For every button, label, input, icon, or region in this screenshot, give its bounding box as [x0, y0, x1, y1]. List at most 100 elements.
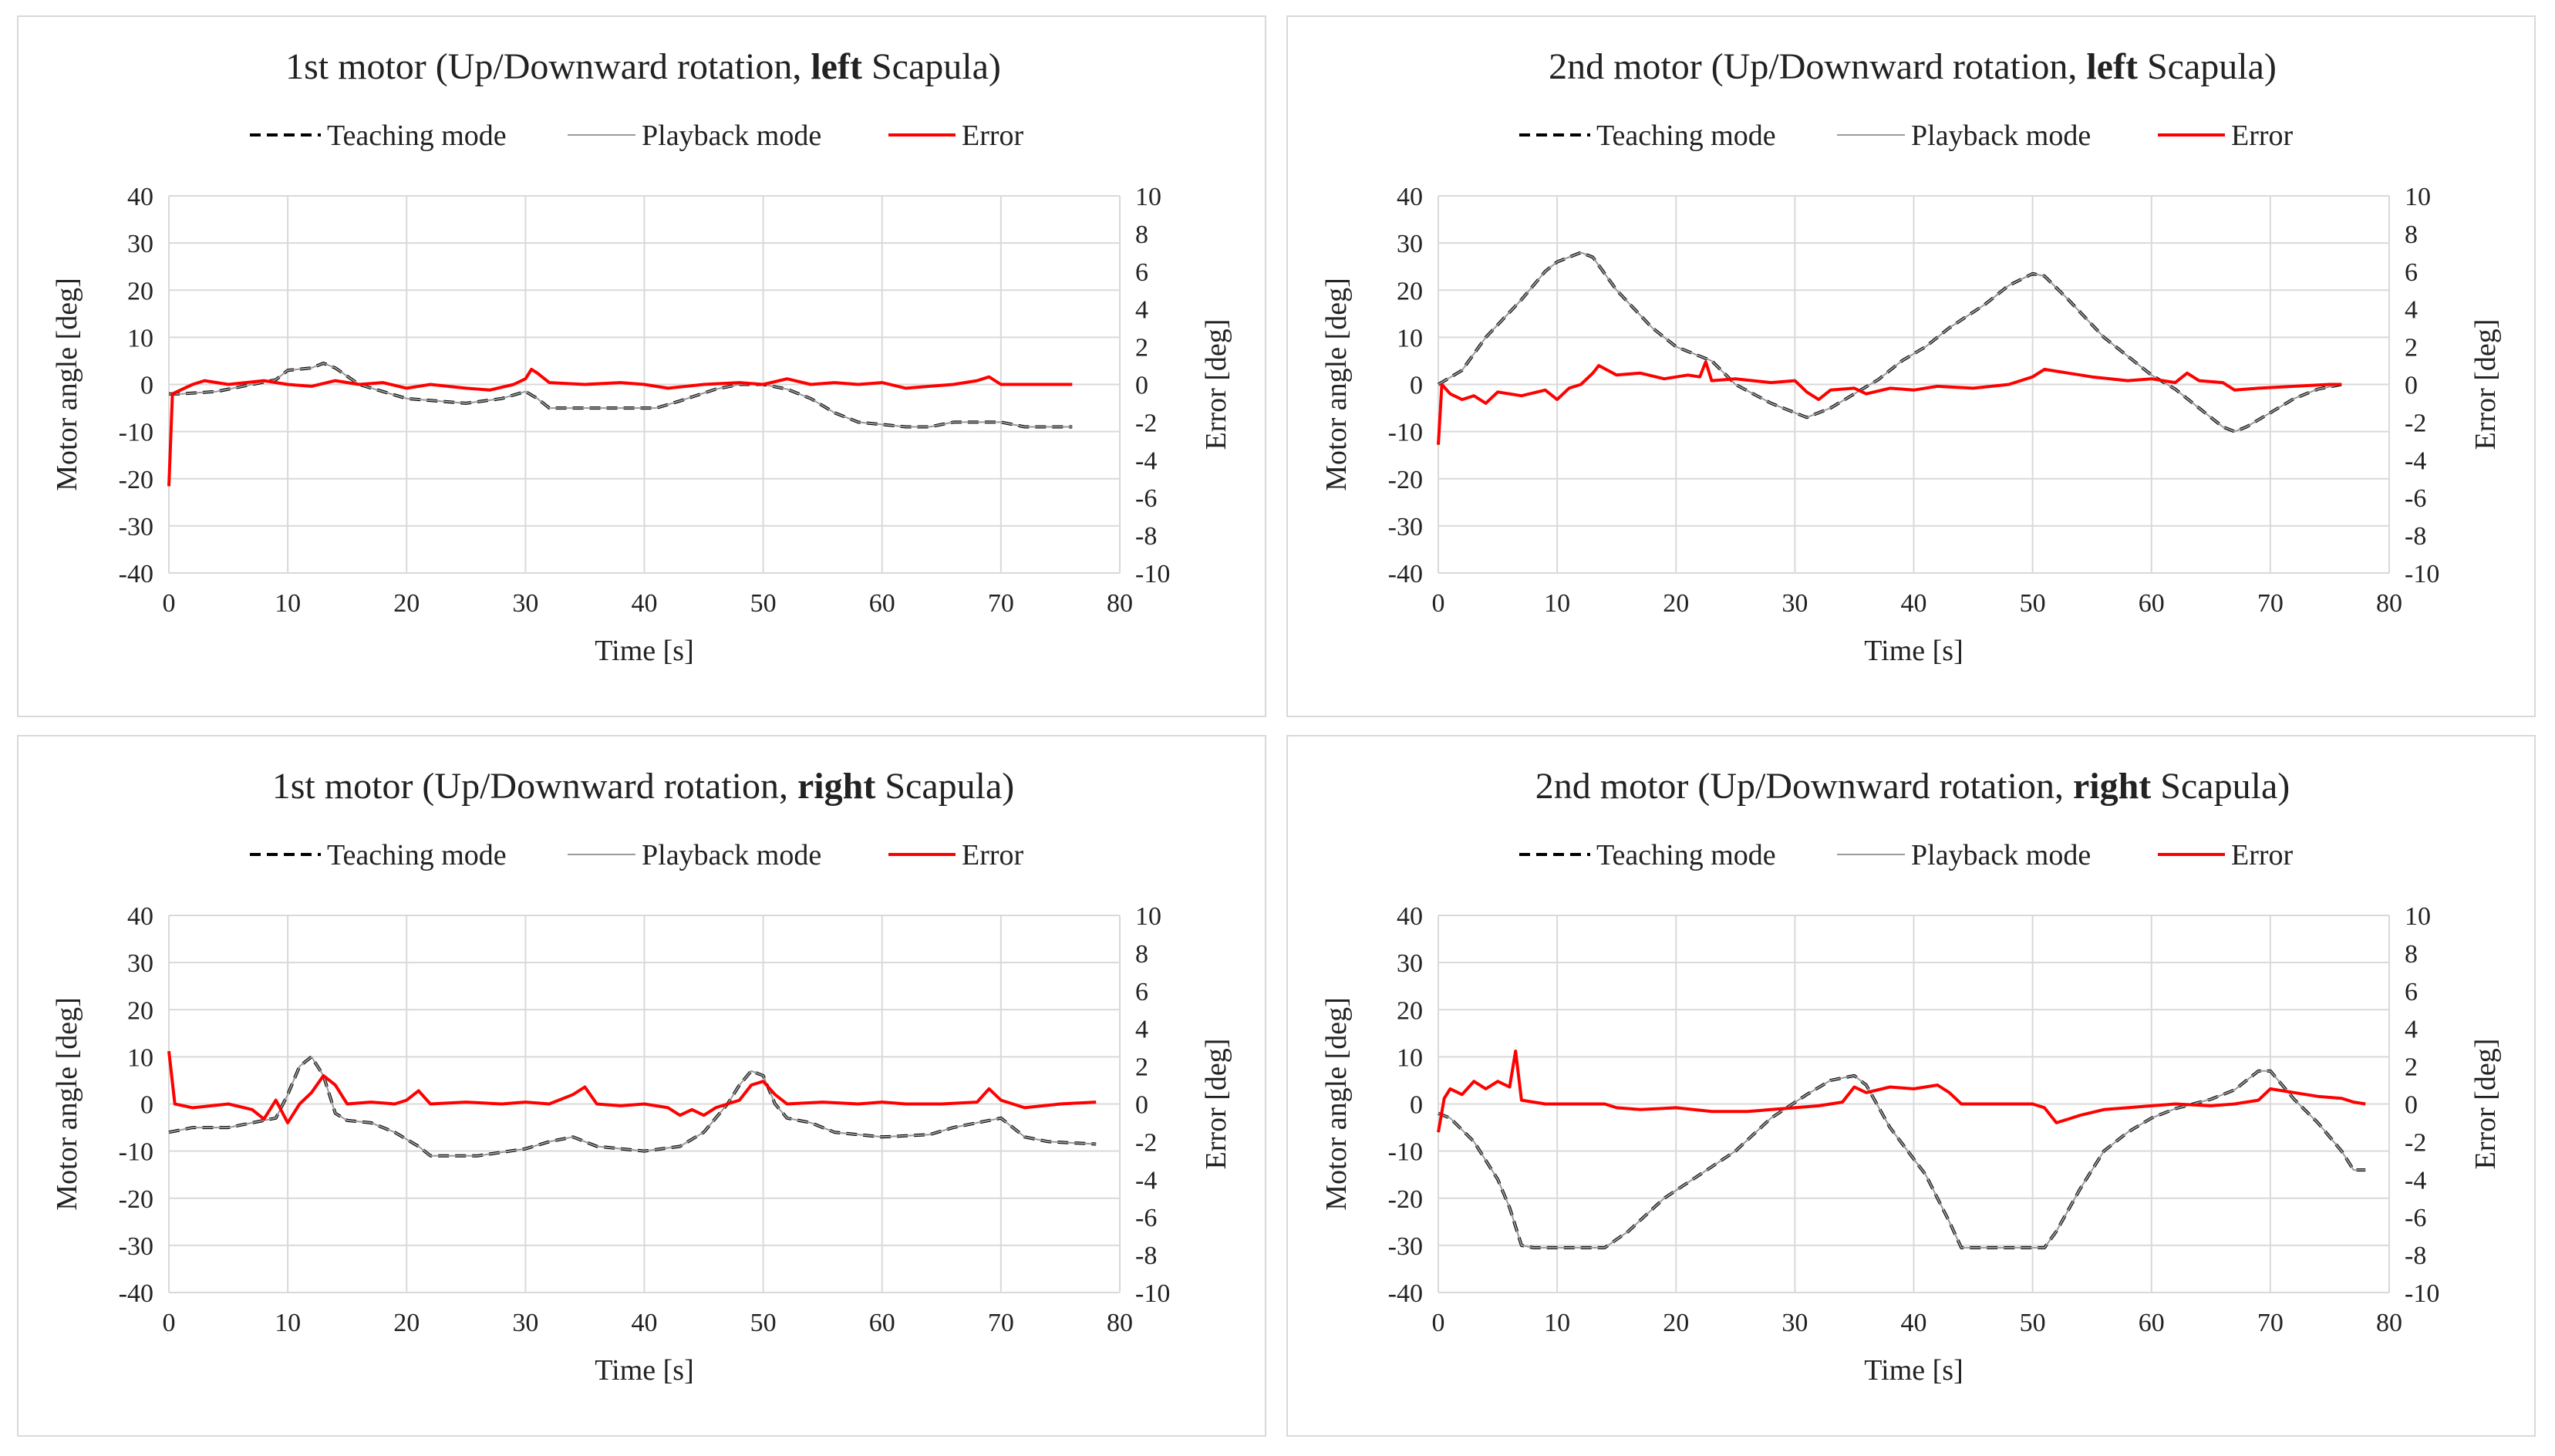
y-tick-label: 10: [1397, 324, 1423, 352]
chart-title: 2nd motor (Up/Downward rotation, right S…: [1535, 766, 2290, 807]
y2-tick-label: -2: [2405, 409, 2426, 437]
x-axis-title: Time [s]: [1864, 635, 1963, 667]
y2-tick-label: -10: [1135, 1279, 1170, 1308]
legend-label-teaching: Teaching mode: [1596, 839, 1776, 871]
y-axis-title: Motor angle [deg]: [1320, 997, 1353, 1210]
chart-svg-1st-motor-left: 1st motor (Up/Downward rotation, left Sc…: [51, 46, 1232, 667]
y2-tick-label: 2: [1135, 334, 1148, 362]
y-tick-label: 0: [1410, 372, 1423, 400]
x-tick-label: 80: [1107, 1309, 1133, 1337]
y-tick-label: 10: [1397, 1043, 1423, 1072]
x-tick-label: 60: [2139, 589, 2165, 618]
x-axis-title: Time [s]: [595, 635, 693, 667]
chart-title: 1st motor (Up/Downward rotation, right S…: [272, 766, 1015, 807]
y-tick-label: 10: [127, 1043, 153, 1072]
y-tick-label: -30: [1388, 1232, 1423, 1261]
y2-tick-label: 2: [1135, 1053, 1148, 1082]
y-tick-label: 20: [127, 996, 153, 1025]
y2-axis-title: Error [deg]: [2469, 319, 2502, 450]
x-tick-label: 0: [1432, 1309, 1445, 1337]
chart-svg-2nd-motor-left: 2nd motor (Up/Downward rotation, left Sc…: [1320, 46, 2502, 667]
y2-tick-label: -2: [1135, 409, 1157, 437]
y2-tick-label: 4: [2405, 1016, 2418, 1044]
legend-label-error: Error: [2231, 839, 2294, 871]
y2-tick-label: -6: [2405, 484, 2426, 513]
y2-tick-label: -4: [1135, 447, 1157, 475]
y2-tick-label: 8: [2405, 940, 2418, 969]
series-line-error: [1437, 1050, 2366, 1133]
y2-tick-label: 10: [1135, 902, 1161, 931]
legend-label-teaching: Teaching mode: [1596, 120, 1776, 152]
x-tick-label: 10: [275, 1309, 301, 1337]
y2-tick-label: 8: [1135, 940, 1148, 969]
y-tick-label: 0: [140, 372, 153, 400]
y-tick-label: 40: [127, 183, 153, 211]
y2-tick-label: 6: [2405, 978, 2418, 1006]
y2-tick-label: 2: [2405, 1053, 2418, 1082]
x-tick-label: 80: [1107, 589, 1133, 618]
y-tick-label: -30: [119, 1232, 153, 1261]
y-tick-label: -10: [1388, 1138, 1423, 1167]
chart-title-bold: left: [811, 46, 862, 87]
y2-tick-label: 0: [2405, 372, 2418, 400]
x-tick-label: 30: [1781, 1309, 1808, 1337]
x-tick-label: 60: [2139, 1309, 2165, 1337]
x-tick-label: 70: [988, 589, 1014, 618]
chart-title-pre: 2nd motor (Up/Downward rotation,: [1535, 766, 2073, 807]
x-tick-label: 0: [163, 589, 176, 618]
x-tick-label: 20: [393, 589, 420, 618]
y-tick-label: -30: [119, 513, 153, 541]
x-axis-title: Time [s]: [1864, 1354, 1963, 1387]
y-tick-label: 0: [140, 1091, 153, 1120]
y2-tick-label: 0: [1135, 372, 1148, 400]
y-axis-title: Motor angle [deg]: [51, 997, 83, 1210]
y-tick-label: -10: [119, 419, 153, 447]
y2-axis-title: Error [deg]: [2469, 1039, 2502, 1170]
y-tick-label: 40: [127, 902, 153, 931]
y2-axis-title: Error [deg]: [1200, 319, 1232, 450]
y-tick-label: -20: [119, 1185, 153, 1214]
x-tick-label: 70: [988, 1309, 1014, 1337]
x-axis-title: Time [s]: [595, 1354, 693, 1387]
y2-tick-label: -8: [2405, 522, 2426, 551]
x-tick-label: 30: [512, 589, 538, 618]
chart-panel-1st-motor-right: 1st motor (Up/Downward rotation, right S…: [17, 735, 1266, 1437]
legend-label-teaching: Teaching mode: [327, 120, 507, 152]
series-line-error: [167, 367, 1073, 487]
y2-tick-label: -6: [2405, 1204, 2426, 1232]
series-line-playback-mode: [1438, 251, 2342, 433]
y2-tick-label: 6: [2405, 258, 2418, 287]
legend-label-error: Error: [962, 120, 1024, 152]
y2-tick-label: -8: [1135, 1242, 1157, 1270]
x-tick-label: 20: [1663, 1309, 1689, 1337]
y2-tick-label: -8: [1135, 522, 1157, 551]
legend-label-playback: Playback mode: [1911, 120, 2091, 152]
y2-tick-label: -10: [2405, 560, 2439, 588]
x-tick-label: 0: [1432, 589, 1445, 618]
y-tick-label: -20: [1388, 466, 1423, 494]
x-tick-label: 20: [1663, 589, 1689, 618]
y-tick-label: -40: [1388, 560, 1423, 588]
y-tick-label: 40: [1397, 183, 1423, 211]
y-tick-label: 10: [127, 324, 153, 352]
x-tick-label: 50: [2020, 1309, 2046, 1337]
y2-tick-label: 10: [1135, 183, 1161, 211]
y2-tick-label: -4: [2405, 447, 2426, 475]
y-tick-label: -40: [119, 1279, 153, 1308]
chart-panel-2nd-motor-left: 2nd motor (Up/Downward rotation, left Sc…: [1286, 15, 2536, 717]
legend-label-error: Error: [962, 839, 1024, 871]
y-tick-label: -20: [1388, 1185, 1423, 1214]
legend-label-teaching: Teaching mode: [327, 839, 507, 871]
y2-tick-label: 8: [1135, 221, 1148, 249]
chart-title-pre: 1st motor (Up/Downward rotation,: [285, 46, 811, 87]
y2-tick-label: -10: [2405, 1279, 2439, 1308]
chart-svg-1st-motor-right: 1st motor (Up/Downward rotation, right S…: [51, 766, 1232, 1387]
x-tick-label: 50: [2020, 589, 2046, 618]
chart-title-bold: right: [797, 766, 875, 807]
x-tick-label: 0: [163, 1309, 176, 1337]
series-line-teaching-mode: [169, 362, 1073, 429]
chart-title-post: Scapula): [862, 46, 1001, 87]
y-tick-label: -20: [119, 466, 153, 494]
y2-tick-label: 4: [1135, 296, 1148, 325]
x-tick-label: 80: [2376, 589, 2402, 618]
